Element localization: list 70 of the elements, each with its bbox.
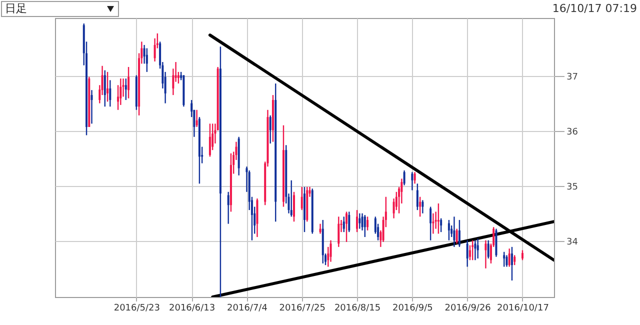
candlestick bbox=[290, 180, 292, 218]
candlestick bbox=[269, 114, 272, 144]
candlestick bbox=[514, 254, 516, 266]
candlestick bbox=[430, 206, 432, 241]
x-tick-label: 2016/5/23 bbox=[114, 304, 160, 314]
candlestick bbox=[432, 212, 434, 234]
candlestick bbox=[476, 238, 479, 260]
x-tick-label: 2016/7/25 bbox=[279, 304, 326, 314]
text: 16/10/17 07:19 bbox=[552, 2, 637, 15]
candlestick bbox=[120, 78, 122, 106]
x-tick-label: 2016/7/4 bbox=[227, 304, 268, 314]
x-tick-label: 2016/10/17 bbox=[497, 304, 549, 314]
candlestick bbox=[448, 219, 450, 241]
x-tick-label: 2016/6/13 bbox=[168, 304, 216, 314]
candlestick bbox=[109, 80, 112, 108]
candlestick bbox=[319, 223, 322, 234]
candlestick bbox=[356, 209, 358, 233]
candlestick bbox=[416, 183, 418, 211]
candlestick bbox=[508, 248, 510, 268]
candlestick bbox=[154, 38, 156, 62]
text: 日足 bbox=[5, 2, 27, 15]
candlestick bbox=[292, 191, 295, 222]
y-tick-label: 34 bbox=[566, 237, 578, 248]
candlestick bbox=[338, 216, 340, 248]
candlestick bbox=[364, 214, 366, 238]
candlestick bbox=[521, 250, 524, 261]
candlestick bbox=[330, 240, 332, 262]
candlestick bbox=[403, 170, 406, 186]
candlestick bbox=[422, 200, 424, 214]
candlestick bbox=[487, 240, 490, 260]
candlestick bbox=[366, 216, 369, 232]
candlestick bbox=[256, 198, 258, 238]
x-tick-label: 2016/9/5 bbox=[392, 304, 433, 314]
candlestick bbox=[437, 202, 440, 234]
candlestick bbox=[414, 171, 416, 184]
candlestick bbox=[458, 219, 460, 248]
candlestick bbox=[456, 228, 458, 244]
candlestick bbox=[90, 89, 93, 124]
candlestick bbox=[300, 186, 303, 211]
candlestick bbox=[411, 171, 414, 191]
candlestick bbox=[440, 218, 442, 233]
candlestick bbox=[474, 240, 476, 261]
candlestick bbox=[348, 211, 350, 233]
y-tick-label: 35 bbox=[566, 182, 578, 192]
x-tick-label: 2016/8/15 bbox=[334, 304, 381, 314]
candlestick bbox=[342, 216, 345, 233]
candlestick bbox=[196, 109, 198, 128]
candlestick bbox=[358, 212, 361, 230]
candlestick bbox=[124, 78, 127, 101]
candlestick bbox=[128, 66, 130, 99]
candlestick bbox=[419, 196, 422, 218]
candlestick bbox=[510, 246, 513, 282]
candlestick bbox=[304, 186, 306, 233]
candlestick bbox=[146, 48, 148, 73]
candlestick bbox=[503, 251, 506, 268]
candlestick bbox=[466, 240, 468, 268]
y-tick-label: 37 bbox=[566, 72, 578, 82]
y-tick-label: 36 bbox=[566, 127, 578, 138]
candlestick bbox=[484, 240, 487, 269]
candlestick bbox=[106, 71, 109, 102]
candlestick bbox=[208, 123, 211, 158]
candlestick bbox=[227, 191, 230, 224]
candlestick bbox=[282, 124, 284, 208]
candlestick bbox=[104, 70, 106, 108]
x-tick-label: 2016/9/26 bbox=[444, 304, 492, 314]
candlestick bbox=[506, 254, 508, 268]
candlestick bbox=[346, 211, 348, 243]
candlestick bbox=[468, 244, 471, 261]
candlestick bbox=[472, 240, 474, 261]
candlestick bbox=[453, 216, 456, 248]
